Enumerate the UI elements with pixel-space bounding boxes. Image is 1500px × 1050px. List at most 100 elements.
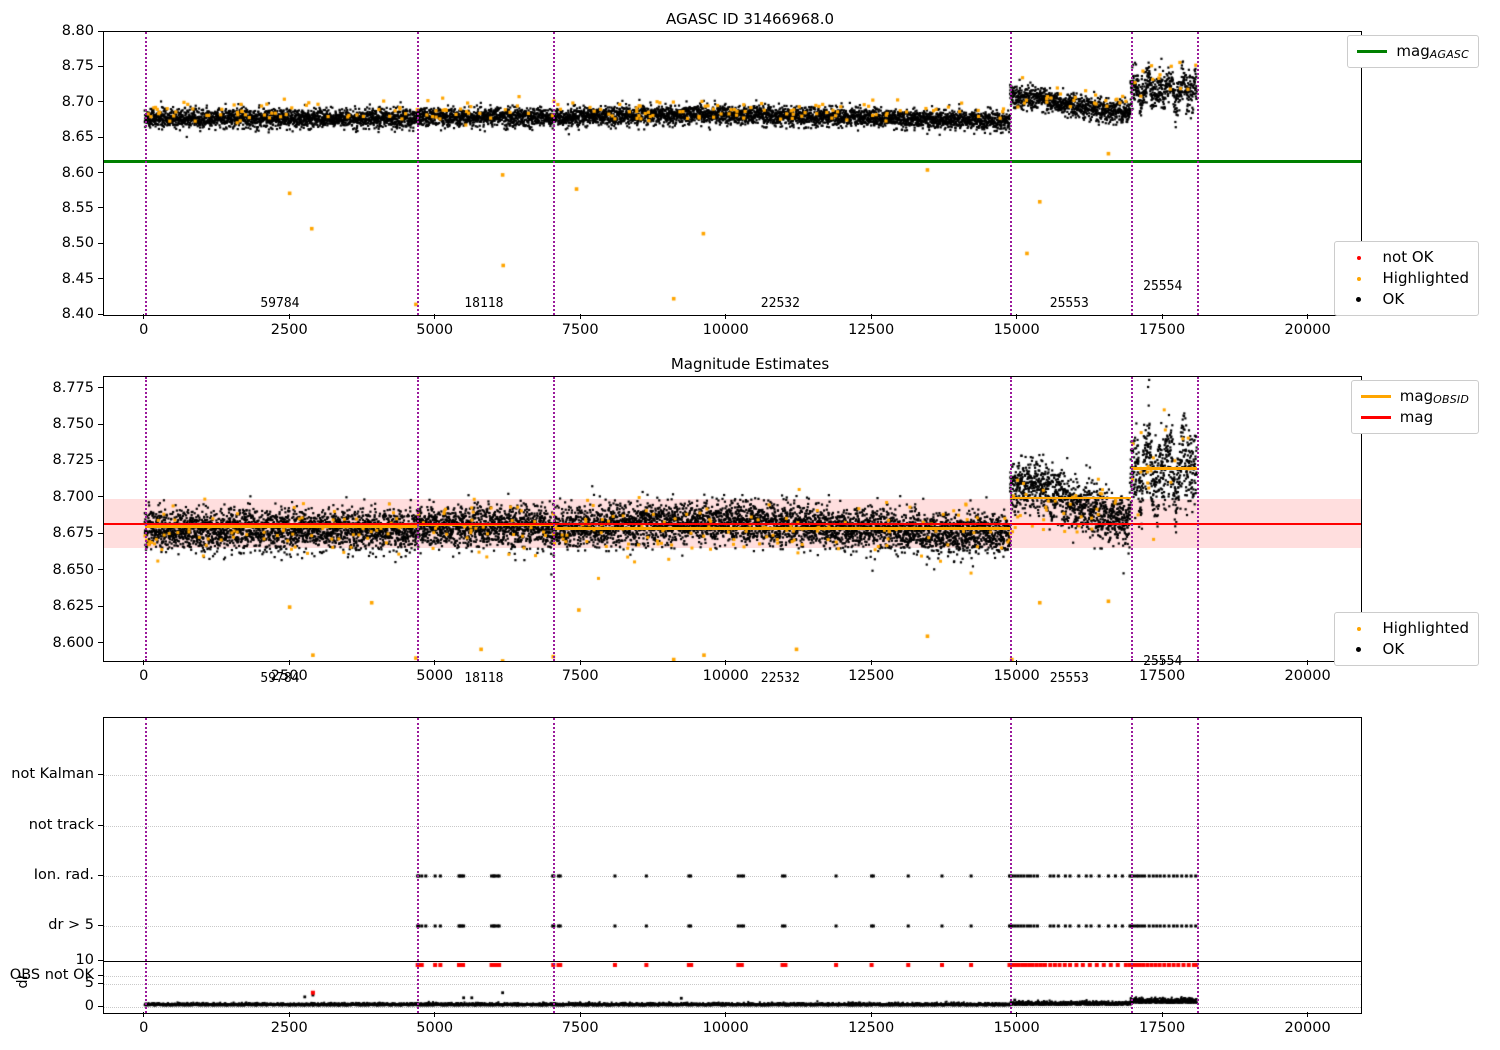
panel1-scatter-points (104, 32, 1361, 315)
mag-line (104, 522, 1361, 526)
legend-entry-label: not OK (1382, 248, 1434, 266)
legend-entry: not OK (1344, 247, 1469, 268)
point-status-legend: not OK Highlighted OK (1333, 241, 1479, 316)
obsid-separator-line (144, 377, 147, 661)
legend-dot (1356, 626, 1361, 631)
panel3-dr-tick-mark (98, 1005, 103, 1007)
panel3-dr-tick-mark (98, 959, 103, 961)
obsid-separator-line (1010, 32, 1013, 315)
obsid-separator-line (1010, 377, 1013, 661)
panel2-xtick-mark (1307, 660, 1309, 665)
panel1-xtick-mark (579, 314, 581, 319)
panel2-ytick-label: 8.600 (52, 634, 94, 651)
legend-entry-label: OK (1382, 290, 1405, 308)
legend-entry-label: Highlighted (1382, 269, 1469, 287)
obsid-label: 22532 (760, 671, 800, 686)
panel3-flag-label: not Kalman (11, 766, 94, 782)
panel3-xtick-label: 0 (139, 1020, 149, 1036)
panel3-xtick-label: 2500 (270, 1020, 308, 1036)
mag-agasc-legend: magAGASC (1347, 35, 1479, 68)
legend-line-swatch (1360, 416, 1391, 419)
panel2-xtick-mark (870, 660, 872, 665)
panel1-ytick-mark (98, 313, 103, 315)
panel1-xtick-label: 17500 (1139, 322, 1186, 338)
panel2-title: Magnitude Estimates (670, 355, 830, 373)
panel1-xtick-label: 5000 (416, 322, 454, 338)
legend-entry-label: magOBSID (1399, 386, 1469, 406)
legend-entry: Highlighted (1344, 268, 1469, 289)
panel1-ytick-mark (98, 30, 103, 32)
legend-line-swatch (1357, 50, 1388, 53)
obsid-separator-line (144, 32, 147, 315)
panel1-ytick-label: 8.60 (61, 164, 94, 181)
panel1-axes (103, 31, 1362, 316)
panel2-xtick-mark (434, 660, 436, 665)
panel3-flag-label: OBS not OK (9, 967, 94, 983)
panel3-xtick-mark (1307, 1012, 1309, 1017)
panel1-ytick-label: 8.70 (61, 93, 94, 110)
panel3-xtick-label: 12500 (848, 1020, 895, 1036)
obsid-separator-line (417, 377, 420, 661)
panel1-ytick-label: 8.40 (61, 306, 94, 322)
panel2-xtick-label: 10000 (702, 668, 749, 684)
legend-entry: magAGASC (1357, 41, 1469, 62)
legend-entry-label: mag (1399, 408, 1434, 426)
obsid-separator-line (1130, 377, 1133, 661)
panel3-flag-tick (98, 974, 103, 976)
panel3-xtick-label: 5000 (416, 1020, 454, 1036)
panel3-axes (103, 717, 1362, 1014)
legend-entry: OK (1344, 639, 1469, 660)
legend-entry: magOBSID (1360, 386, 1469, 407)
panel2-xtick-label: 20000 (1284, 668, 1331, 684)
mag-obsid-segment (552, 527, 1011, 530)
panel3-xtick-label: 10000 (702, 1020, 749, 1036)
panel1-xtick-label: 20000 (1284, 322, 1331, 338)
obsid-separator-line (1130, 32, 1133, 315)
panel2-xtick-mark (143, 660, 145, 665)
panel3-xtick-mark (143, 1012, 145, 1017)
panel3-dr-tick-label: 5 (84, 975, 94, 991)
legend-entry-label: magAGASC (1396, 41, 1469, 61)
point-status-legend: Highlighted OK (1333, 612, 1479, 666)
obsid-separator-line (552, 377, 555, 661)
panel3-xtick-mark (288, 1012, 290, 1017)
mag-obsid-segment (144, 524, 418, 528)
panel3-xtick-mark (1161, 1012, 1163, 1017)
panel2-ytick-mark (98, 423, 103, 425)
panel1-xtick-label: 12500 (848, 322, 895, 338)
panel2-axes (103, 376, 1362, 662)
panel1-xtick-label: 15000 (993, 322, 1040, 338)
panel2-xtick-mark (1016, 660, 1018, 665)
panel2-xtick-label: 12500 (848, 668, 895, 684)
panel2-scatter-points (104, 377, 1361, 661)
panel1-ytick-mark (98, 172, 103, 174)
mag-obsid-segment (1130, 467, 1197, 471)
legend-entry-label: Highlighted (1382, 619, 1469, 637)
panel2-xtick-mark (288, 660, 290, 665)
obsid-separator-line (552, 718, 555, 1013)
panel1-ytick-label: 8.55 (61, 199, 94, 216)
panel3-flag-label: not track (28, 817, 94, 833)
panel2-ytick-mark (98, 387, 103, 389)
panel2-ytick-label: 8.750 (52, 416, 94, 433)
panel2-ytick-mark (98, 532, 103, 534)
panel2-xtick-mark (1161, 660, 1163, 665)
panel1-ytick-mark (98, 101, 103, 103)
panel1-xtick-mark (1161, 314, 1163, 319)
panel3-markers (104, 718, 1361, 1013)
legend-dot (1356, 276, 1361, 281)
panel3-dr-tick-mark (98, 982, 103, 984)
panel1-xtick-label: 10000 (702, 322, 749, 338)
mag-lines-legend: magOBSID mag (1350, 380, 1479, 434)
panel1-xtick-mark (143, 314, 145, 319)
panel1-ytick-label: 8.75 (61, 58, 94, 75)
panel3-xtick-mark (579, 1012, 581, 1017)
panel2-ytick-label: 8.625 (52, 598, 94, 615)
mag-agasc-line (104, 160, 1361, 163)
panel1-xtick-mark (1307, 314, 1309, 319)
panel2-ytick-label: 8.675 (52, 525, 94, 542)
obsid-label: 25554 (1143, 279, 1183, 294)
obsid-separator-line (552, 32, 555, 315)
obsid-separator-line (1196, 718, 1199, 1013)
